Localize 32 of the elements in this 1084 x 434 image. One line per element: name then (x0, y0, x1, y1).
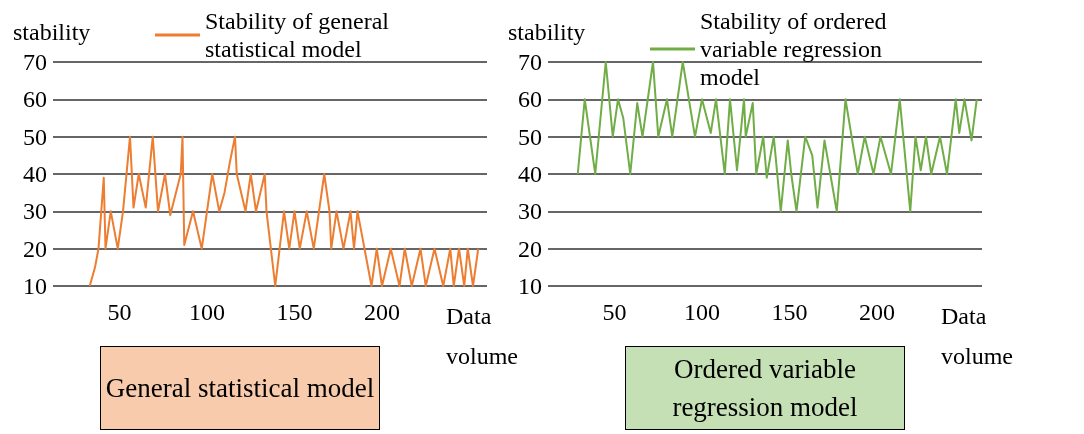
y-tick-label: 20 (518, 235, 542, 262)
y-tick-label: 10 (23, 273, 47, 299)
x-tick-label: 100 (684, 299, 720, 325)
x-tick-label: 150 (276, 299, 313, 325)
line-series (88, 135, 480, 287)
y-tick-label: 60 (518, 86, 542, 113)
y-tick-label: 40 (23, 161, 47, 187)
x-axis-title: Data volume (446, 303, 518, 369)
x-tick-label: 50 (107, 299, 132, 325)
x-tick-label: 50 (602, 299, 627, 325)
x-axis-title: Data volume (941, 303, 1013, 369)
y-tick-label: 70 (23, 49, 47, 75)
x-tick-label: 150 (771, 299, 808, 325)
y-tick-label: 10 (518, 273, 542, 299)
y-axis-title: stability (508, 19, 586, 45)
y-tick-label: 20 (23, 235, 47, 262)
y-tick-label: 70 (518, 49, 542, 75)
y-tick-label: 60 (23, 86, 47, 113)
legend-label: Stability of ordered variable regression model (700, 8, 887, 90)
line-series (576, 61, 978, 213)
text: General statistical model (100, 346, 380, 430)
x-tick-label: 100 (189, 299, 225, 325)
y-axis-title: stability (13, 19, 91, 45)
x-tick-label: 200 (859, 299, 895, 325)
y-tick-label: 30 (518, 198, 542, 225)
legend-label: Stability of general statistical model (205, 8, 390, 62)
y-tick-label: 50 (518, 123, 542, 150)
text: Ordered variable regression model (625, 346, 905, 430)
y-tick-label: 30 (23, 198, 47, 225)
y-tick-label: 40 (518, 161, 542, 187)
x-tick-label: 200 (364, 299, 400, 325)
y-tick-label: 50 (23, 123, 47, 150)
